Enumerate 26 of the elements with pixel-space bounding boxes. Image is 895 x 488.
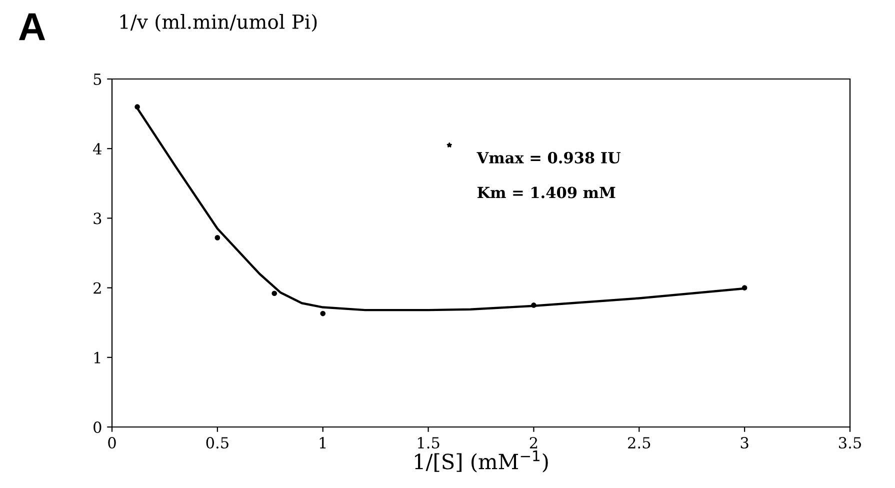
y-tick-label: 0 <box>94 421 102 434</box>
point <box>531 302 536 308</box>
y-axis-title: 1/v (ml.min/umol Pi) <box>120 14 317 32</box>
point <box>446 142 452 148</box>
x-tick-label: 2.5 <box>628 436 650 449</box>
x-tick-label: 3 <box>740 436 748 449</box>
y-tick-label: 5 <box>94 74 102 86</box>
x-tick-label: 0 <box>108 436 116 449</box>
annotation: Vmax = 0.938 IU <box>476 152 621 164</box>
point <box>214 235 220 240</box>
y-tick-label: 1 <box>94 352 100 364</box>
x-tick-label: 1 <box>320 436 326 448</box>
x-axis-title: 1/[S] (mM$^{−1}$) <box>415 450 548 472</box>
annotation: Km = 1.409 mM <box>478 186 616 198</box>
y-tick-label: 2 <box>94 282 101 294</box>
x-tick-label: 1.5 <box>418 436 440 449</box>
point <box>320 310 326 316</box>
point <box>742 285 748 290</box>
point <box>134 104 140 110</box>
x-tick-label: 2 <box>530 436 538 448</box>
text: A <box>18 13 46 40</box>
point <box>272 290 278 296</box>
y-tick-label: 4 <box>93 143 102 154</box>
x-tick-label: 0.5 <box>206 436 228 449</box>
y-tick-label: 3 <box>94 212 102 224</box>
x-tick-label: 3.5 <box>839 436 861 449</box>
